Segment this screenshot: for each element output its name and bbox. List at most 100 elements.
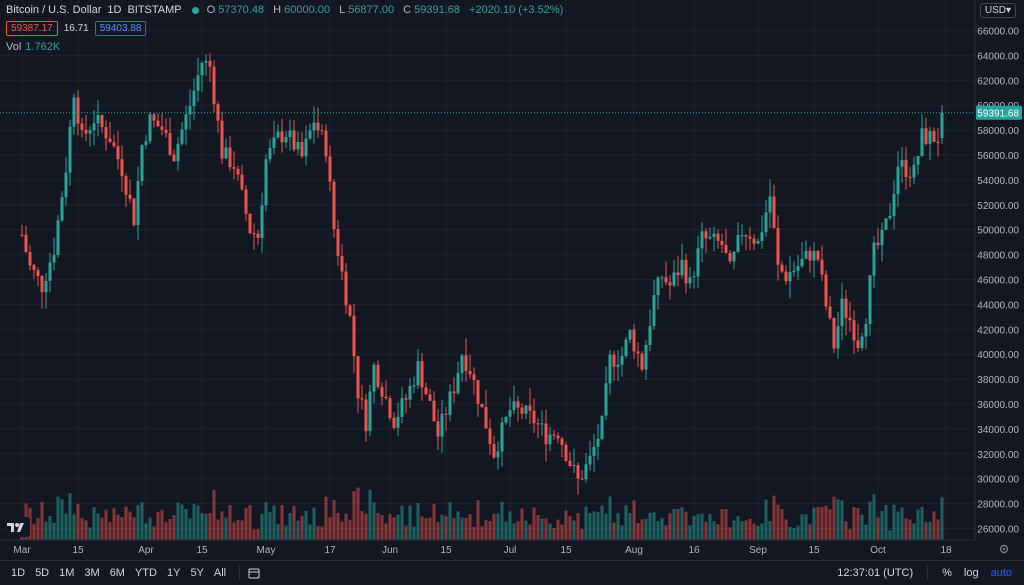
symbol-name[interactable]: Bitcoin / U.S. Dollar bbox=[6, 4, 102, 16]
tradingview-logo-icon bbox=[4, 517, 30, 537]
volume-bar bbox=[36, 518, 40, 540]
price-tick-label: 48000.00 bbox=[977, 251, 1019, 262]
settings-gear-icon[interactable] bbox=[998, 543, 1010, 555]
volume-bar bbox=[320, 526, 324, 540]
candle-body bbox=[728, 253, 732, 262]
percent-toggle[interactable]: % bbox=[942, 567, 952, 579]
volume-bar bbox=[72, 514, 76, 540]
price-tick-label: 36000.00 bbox=[977, 400, 1019, 411]
candle-body bbox=[648, 326, 652, 346]
date-range-icon[interactable] bbox=[248, 567, 260, 579]
volume-bar bbox=[636, 523, 640, 540]
log-toggle[interactable]: log bbox=[963, 567, 979, 579]
volume-bar bbox=[180, 504, 184, 540]
price-chart[interactable]: 26000.00 28000.00 30000.00 32000.00 34000.00… bbox=[0, 0, 1024, 560]
volume-bar bbox=[352, 491, 356, 540]
volume-bar bbox=[892, 504, 896, 540]
candle-body bbox=[332, 181, 336, 230]
candle-body bbox=[792, 270, 796, 273]
volume-bar bbox=[692, 515, 696, 540]
volume-bar bbox=[868, 501, 872, 540]
buy-button[interactable]: 59403.88 bbox=[94, 21, 147, 36]
volume-bar bbox=[760, 523, 764, 540]
candle-body bbox=[912, 164, 916, 178]
volume-bar bbox=[424, 518, 428, 540]
volume-bar bbox=[824, 505, 828, 540]
candle-body bbox=[204, 61, 208, 63]
range-ytd[interactable]: YTD bbox=[134, 567, 157, 579]
candle-body bbox=[704, 231, 708, 239]
candle-body bbox=[608, 354, 612, 384]
volume-bar bbox=[28, 507, 32, 540]
last-price-marker: 59391.68 bbox=[0, 105, 1022, 120]
range-5y[interactable]: 5Y bbox=[190, 567, 204, 579]
candle-body bbox=[464, 355, 468, 371]
volume-bar bbox=[840, 500, 844, 540]
volume-bar bbox=[92, 507, 96, 540]
volume-bar bbox=[484, 520, 488, 540]
range-6m[interactable]: 6M bbox=[109, 567, 125, 579]
price-tick-label: 50000.00 bbox=[977, 226, 1019, 237]
range-1d[interactable]: 1D bbox=[11, 567, 26, 579]
candle-body bbox=[132, 198, 136, 226]
auto-scale-toggle[interactable]: auto bbox=[990, 567, 1012, 579]
volume-bar bbox=[360, 511, 364, 540]
volume-bar bbox=[688, 525, 692, 540]
candle-body bbox=[24, 234, 28, 252]
interval-label[interactable]: 1D bbox=[107, 4, 122, 16]
currency-selector[interactable]: USD▾ bbox=[979, 3, 1016, 18]
candle-body bbox=[796, 266, 800, 271]
volume-bar bbox=[432, 503, 436, 540]
sell-button[interactable]: 59387.17 bbox=[6, 21, 58, 36]
candle-body bbox=[232, 167, 236, 169]
candle-body bbox=[800, 258, 804, 267]
range-1y[interactable]: 1Y bbox=[166, 567, 181, 579]
candle-body bbox=[712, 233, 716, 237]
volume-bar bbox=[536, 515, 540, 540]
volume-bar bbox=[940, 497, 944, 540]
candle-body bbox=[776, 227, 780, 265]
volume-bar bbox=[732, 520, 736, 540]
candle-body bbox=[340, 255, 344, 272]
candle-body bbox=[552, 434, 556, 436]
volume-bar bbox=[820, 506, 824, 540]
volume-bar bbox=[88, 527, 92, 540]
candle-body bbox=[880, 229, 884, 246]
candle-body bbox=[840, 298, 844, 327]
candle-body bbox=[292, 130, 296, 150]
candle-body bbox=[740, 235, 744, 237]
candle-body bbox=[512, 401, 516, 411]
volume-bar bbox=[488, 521, 492, 540]
volume-bar bbox=[260, 513, 264, 540]
volume-bar bbox=[468, 514, 472, 540]
candle-body bbox=[720, 240, 724, 245]
candle-body bbox=[356, 356, 360, 399]
volume-bar bbox=[136, 505, 140, 540]
volume-bar bbox=[872, 494, 876, 540]
candle-body bbox=[180, 129, 184, 144]
volume-bar bbox=[664, 525, 668, 540]
candle-body bbox=[48, 262, 52, 281]
bottom-toolbar: 1D 5D 1M 3M 6M YTD 1Y 5Y All 12:37:01 (U… bbox=[0, 560, 1024, 585]
volume-bar bbox=[920, 506, 924, 540]
range-1m[interactable]: 1M bbox=[59, 567, 75, 579]
volume-bar bbox=[148, 517, 152, 540]
utc-clock[interactable]: 12:37:01 (UTC) bbox=[837, 567, 914, 579]
candle-body bbox=[888, 216, 892, 219]
range-3m[interactable]: 3M bbox=[84, 567, 100, 579]
candle-body bbox=[588, 455, 592, 465]
volume-bar bbox=[608, 496, 612, 540]
candle-body bbox=[56, 220, 60, 255]
candle-body bbox=[176, 143, 180, 162]
time-tick-label: May bbox=[257, 545, 276, 556]
candle-body bbox=[144, 141, 148, 146]
range-5d[interactable]: 5D bbox=[35, 567, 50, 579]
time-tick-label: Jun bbox=[382, 545, 398, 556]
candle-body bbox=[656, 277, 660, 296]
candle-body bbox=[492, 443, 496, 458]
price-tick-label: 42000.00 bbox=[977, 325, 1019, 336]
range-all[interactable]: All bbox=[213, 567, 227, 579]
candle-body bbox=[872, 242, 876, 276]
candle-body bbox=[392, 417, 396, 428]
candle-body bbox=[324, 130, 328, 157]
